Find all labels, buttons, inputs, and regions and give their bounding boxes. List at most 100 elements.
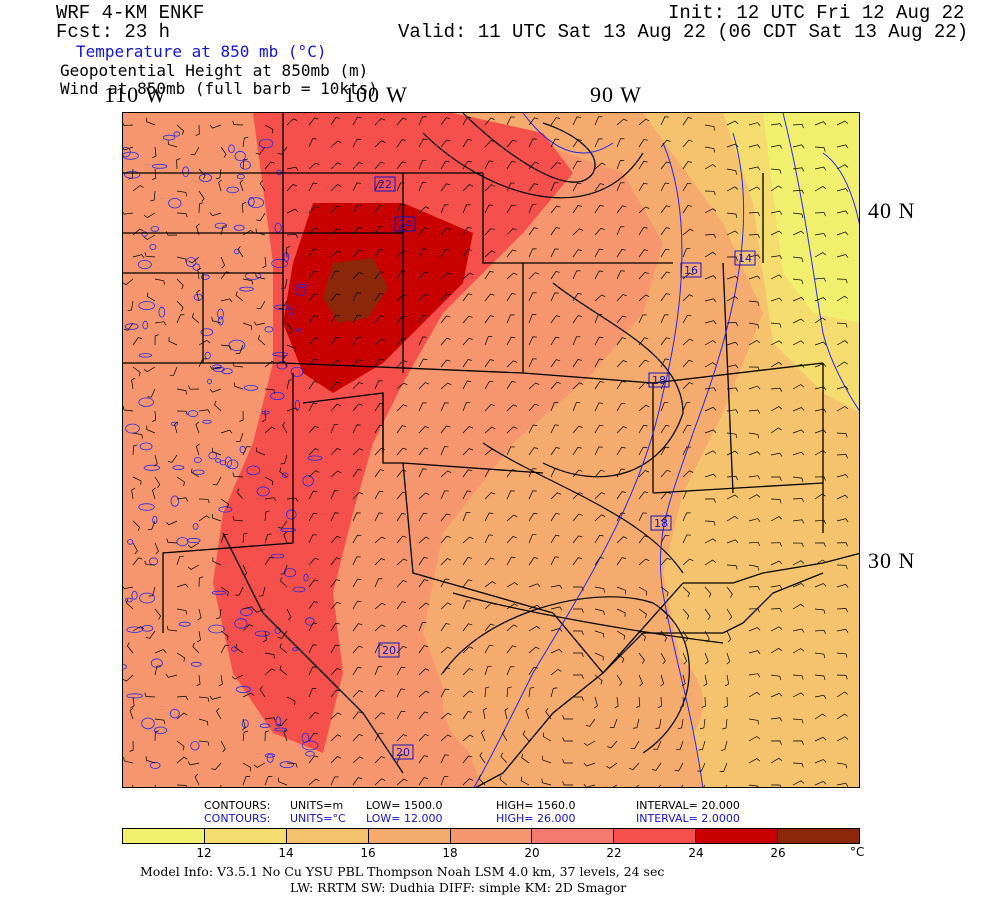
- wind-barb: [484, 117, 495, 126]
- wind-barb: [550, 668, 562, 676]
- terrain-contour: [123, 147, 131, 158]
- wind-barb: [197, 608, 202, 621]
- temp-band-26-plus: [323, 258, 388, 323]
- wind-barb: [308, 711, 319, 720]
- wind-barb: [660, 608, 669, 620]
- wind-barb: [195, 421, 200, 434]
- wind-barb: [462, 293, 473, 302]
- wind-barb: [484, 665, 492, 676]
- wind-barb: [572, 402, 581, 412]
- terrain-contour: [200, 274, 210, 280]
- wind-barb: [264, 426, 276, 434]
- wind-barb: [528, 447, 539, 456]
- wind-barb: [660, 227, 671, 236]
- wind-barb: [220, 740, 226, 753]
- wind-barb: [154, 718, 166, 725]
- wind-barb: [616, 512, 626, 522]
- wind-barb: [253, 762, 266, 768]
- terrain-contour: [190, 661, 202, 667]
- wind-barb: [660, 314, 669, 324]
- wind-barb: [593, 696, 598, 709]
- wind-barb: [814, 652, 826, 659]
- wind-barb: [792, 718, 804, 724]
- wind-barb: [572, 182, 582, 192]
- wind-barb: [836, 454, 848, 459]
- wind-barb: [418, 492, 430, 500]
- terrain-contour: [217, 308, 224, 320]
- wind-barb: [330, 557, 341, 566]
- wind-barb: [660, 358, 670, 368]
- wind-barb: [616, 652, 625, 663]
- wind-barb: [572, 492, 584, 500]
- wind-barb: [286, 183, 298, 192]
- terrain-contour: [256, 486, 270, 497]
- wind-barb: [440, 160, 450, 170]
- wind-barb: [143, 212, 156, 219]
- wind-barb: [704, 473, 717, 478]
- wind-barb: [506, 360, 518, 368]
- wind-barb: [242, 229, 255, 236]
- wind-barb: [484, 315, 495, 324]
- wind-barb: [814, 713, 827, 720]
- wind-barb: [814, 386, 827, 391]
- wind-barb: [528, 161, 539, 170]
- wind-barb: [188, 256, 200, 264]
- wind-barb: [550, 117, 561, 126]
- wind-barb: [858, 234, 859, 235]
- wind-barb: [147, 388, 156, 398]
- wind-barb: [506, 249, 517, 258]
- wind-barb: [858, 213, 859, 214]
- wind-barb: [261, 410, 266, 423]
- wind-barb: [506, 139, 517, 148]
- wind-barb: [605, 784, 618, 787]
- wind-barb: [528, 336, 537, 346]
- terrain-contour: [151, 163, 168, 169]
- wind-barb: [176, 740, 185, 751]
- wind-barb: [655, 718, 662, 729]
- colorbar-tick-24: 24: [688, 846, 704, 860]
- wind-barb: [572, 228, 584, 236]
- svg-text:24: 24: [398, 218, 412, 231]
- wind-barb: [606, 762, 618, 769]
- wind-barb: [660, 402, 669, 412]
- wind-barb: [528, 272, 540, 280]
- contour-label-16: 16: [680, 262, 702, 278]
- wind-barb: [440, 139, 451, 148]
- wind-barb: [396, 535, 407, 544]
- wind-barb: [462, 646, 474, 654]
- wind-barb: [748, 366, 760, 371]
- wind-barb: [594, 586, 605, 593]
- wind-barb: [280, 454, 288, 465]
- wind-barb: [241, 718, 246, 731]
- wind-barb: [550, 556, 560, 566]
- terrain-contour: [280, 527, 297, 532]
- wind-barb: [550, 359, 561, 368]
- wind-barb: [418, 336, 427, 346]
- wind-barb: [836, 144, 849, 149]
- terrain-contour: [172, 465, 185, 471]
- wind-barb: [418, 622, 427, 632]
- wind-barb: [198, 409, 211, 414]
- wind-barb: [550, 627, 563, 632]
- wind-barb: [771, 476, 782, 481]
- terrain-contour: [228, 144, 235, 154]
- wind-barb: [506, 116, 515, 126]
- wind-barb: [638, 382, 650, 390]
- wind-barb: [506, 666, 515, 676]
- wind-barb: [858, 190, 859, 191]
- wind-barb: [396, 337, 407, 346]
- wind-barb: [308, 138, 317, 148]
- wind-barb: [528, 646, 540, 654]
- wind-barb: [704, 190, 716, 196]
- wind-barb: [418, 557, 428, 566]
- wind-barb: [374, 271, 385, 280]
- wind-barb: [374, 578, 383, 588]
- wind-barb: [638, 446, 648, 456]
- colorbar-tick-12: 12: [196, 846, 212, 860]
- model-physics: LW: RRTM SW: Dudhia DIFF: simple KM: 2D …: [290, 880, 627, 895]
- wind-barb: [374, 712, 386, 720]
- wind-barb: [286, 379, 294, 390]
- wind-barb: [330, 337, 340, 346]
- wind-barb: [836, 782, 849, 787]
- wind-barb: [418, 182, 427, 192]
